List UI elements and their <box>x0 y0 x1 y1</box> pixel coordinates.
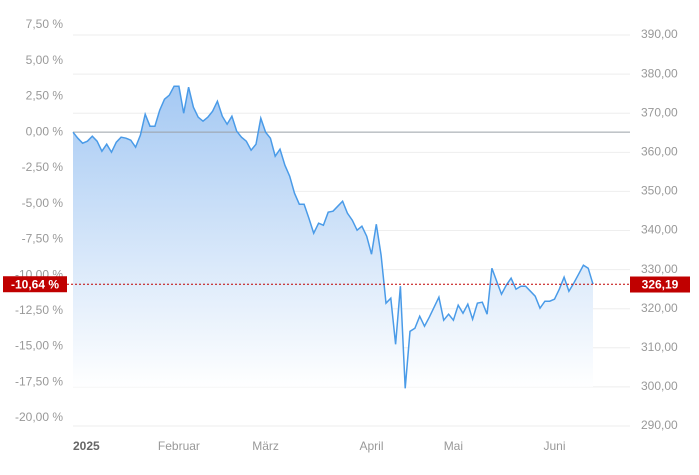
y-tick-label: -7,50 % <box>22 232 64 246</box>
current-value-label: -10,64 % <box>11 277 59 291</box>
current-price-label: 326,19 <box>642 278 679 292</box>
x-tick-label: April <box>360 439 384 453</box>
y2-tick-label: 310,00 <box>641 340 678 354</box>
line <box>72 85 594 389</box>
y-tick-label: 2,50 % <box>26 89 64 103</box>
y2-tick-label: 340,00 <box>641 223 678 237</box>
x-tick-label: Juni <box>543 439 565 453</box>
y2-tick-label: 350,00 <box>641 184 678 198</box>
y-tick-label: -17,50 % <box>15 374 63 388</box>
x-tick-label: Februar <box>158 439 200 453</box>
y2-tick-label: 320,00 <box>641 301 678 315</box>
current-price-box <box>630 276 690 293</box>
current-value-box <box>3 276 67 293</box>
x-tick-label: Mai <box>444 439 463 453</box>
y-tick-label: -20,00 % <box>15 410 63 424</box>
y2-tick-label: 380,00 <box>641 66 678 80</box>
area <box>73 86 593 389</box>
y-tick-label: -2,50 % <box>22 160 64 174</box>
y2-tick-label: 300,00 <box>641 379 678 393</box>
x-tick-label: 2025 <box>73 439 100 453</box>
y-tick-label: 5,00 % <box>26 53 64 67</box>
y2-tick-label: 370,00 <box>641 105 678 119</box>
y2-tick-label: 360,00 <box>641 144 678 158</box>
y-tick-label: -15,00 % <box>15 339 63 353</box>
y2-tick-label: 330,00 <box>641 262 678 276</box>
y2-tick-label: 390,00 <box>641 27 678 41</box>
y-tick-label: -12,50 % <box>15 303 63 317</box>
x-tick-label: März <box>252 439 279 453</box>
y2-tick-label: 290,00 <box>641 418 678 432</box>
y-tick-label: -5,00 % <box>22 196 64 210</box>
y-tick-label: 0,00 % <box>26 124 64 138</box>
y-tick-label: 7,50 % <box>26 17 64 31</box>
